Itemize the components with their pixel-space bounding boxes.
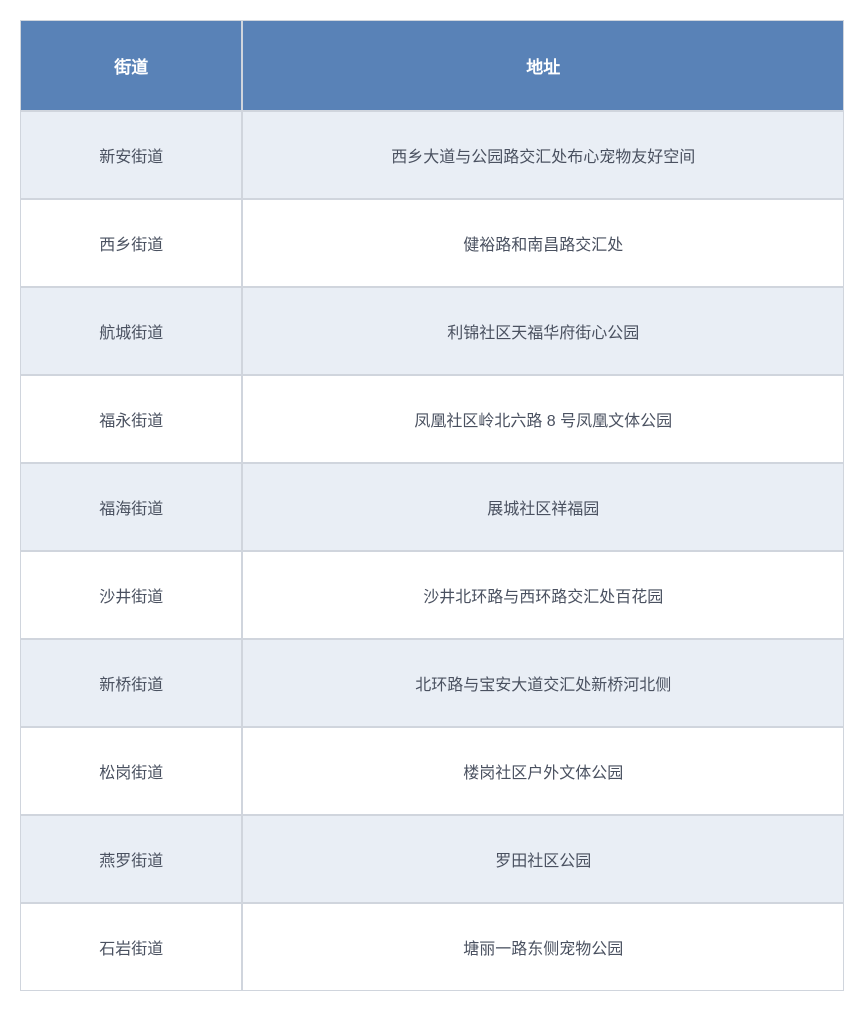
cell-street: 新安街道 xyxy=(20,111,242,199)
cell-address: 凤凰社区岭北六路 8 号凤凰文体公园 xyxy=(242,375,844,463)
table-row: 沙井街道 沙井北环路与西环路交汇处百花园 xyxy=(20,551,844,639)
data-table: 街道 地址 新安街道 西乡大道与公园路交汇处布心宠物友好空间 西乡街道 健裕路和… xyxy=(20,20,844,991)
cell-street: 松岗街道 xyxy=(20,727,242,815)
cell-address: 楼岗社区户外文体公园 xyxy=(242,727,844,815)
cell-street: 航城街道 xyxy=(20,287,242,375)
table-row: 石岩街道 塘丽一路东侧宠物公园 xyxy=(20,903,844,991)
header-cell-street: 街道 xyxy=(20,20,242,111)
table-row: 燕罗街道 罗田社区公园 xyxy=(20,815,844,903)
table-row: 新桥街道 北环路与宝安大道交汇处新桥河北侧 xyxy=(20,639,844,727)
table-row: 福海街道 展城社区祥福园 xyxy=(20,463,844,551)
cell-address: 罗田社区公园 xyxy=(242,815,844,903)
cell-address: 展城社区祥福园 xyxy=(242,463,844,551)
cell-street: 燕罗街道 xyxy=(20,815,242,903)
table-header-row: 街道 地址 xyxy=(20,20,844,111)
cell-address: 沙井北环路与西环路交汇处百花园 xyxy=(242,551,844,639)
cell-address: 利锦社区天福华府街心公园 xyxy=(242,287,844,375)
cell-street: 福海街道 xyxy=(20,463,242,551)
cell-address: 健裕路和南昌路交汇处 xyxy=(242,199,844,287)
table-row: 新安街道 西乡大道与公园路交汇处布心宠物友好空间 xyxy=(20,111,844,199)
cell-address: 塘丽一路东侧宠物公园 xyxy=(242,903,844,991)
cell-street: 新桥街道 xyxy=(20,639,242,727)
table-row: 松岗街道 楼岗社区户外文体公园 xyxy=(20,727,844,815)
cell-street: 沙井街道 xyxy=(20,551,242,639)
cell-street: 福永街道 xyxy=(20,375,242,463)
cell-address: 北环路与宝安大道交汇处新桥河北侧 xyxy=(242,639,844,727)
table-row: 西乡街道 健裕路和南昌路交汇处 xyxy=(20,199,844,287)
cell-street: 石岩街道 xyxy=(20,903,242,991)
cell-street: 西乡街道 xyxy=(20,199,242,287)
table-row: 福永街道 凤凰社区岭北六路 8 号凤凰文体公园 xyxy=(20,375,844,463)
header-cell-address: 地址 xyxy=(242,20,844,111)
cell-address: 西乡大道与公园路交汇处布心宠物友好空间 xyxy=(242,111,844,199)
table-row: 航城街道 利锦社区天福华府街心公园 xyxy=(20,287,844,375)
